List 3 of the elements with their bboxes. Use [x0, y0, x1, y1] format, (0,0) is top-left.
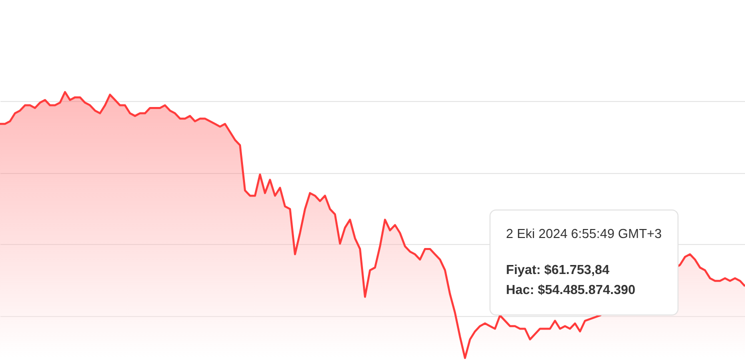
annotation: Hac: $54.485.874.390 — [506, 282, 636, 297]
annotation: 2 Eki 2024 6:55:49 GMT+3 — [506, 226, 662, 241]
annotation: Fiyat: $61.753,84 — [506, 262, 610, 277]
